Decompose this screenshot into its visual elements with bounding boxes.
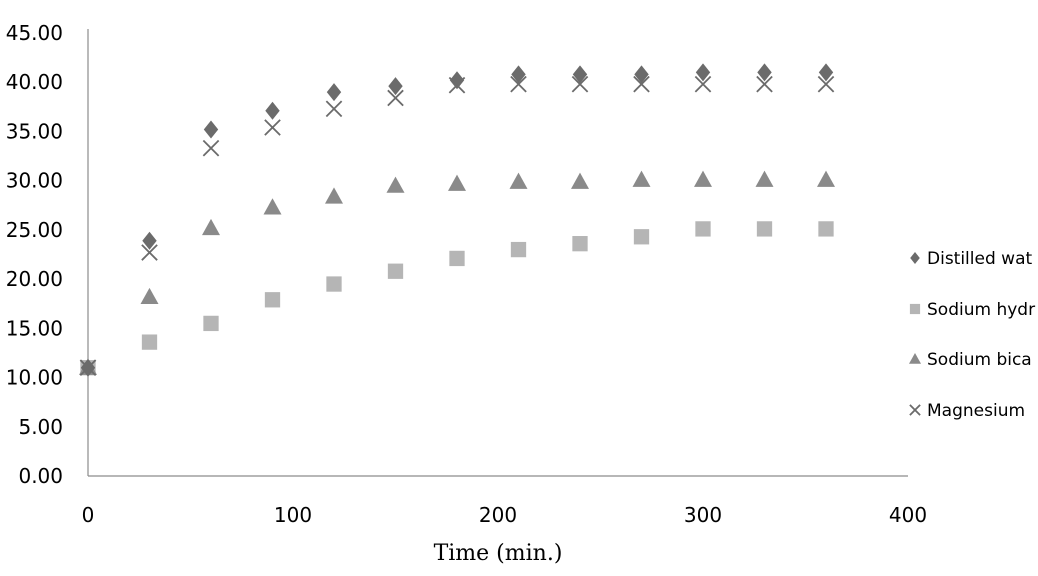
data-point-triangle	[263, 198, 282, 215]
y-tick-label: 5.00	[18, 415, 63, 439]
data-point-diamond	[326, 83, 342, 102]
data-point-diamond	[572, 65, 588, 84]
data-point-square	[264, 292, 281, 308]
data-point-triangle	[571, 172, 589, 189]
data-point-triangle	[817, 170, 835, 187]
x-tick-label: 200	[479, 503, 517, 527]
data-points	[79, 63, 835, 377]
data-point-diamond	[142, 231, 157, 250]
data-point-x	[510, 75, 527, 93]
y-tick-label: 25.00	[6, 218, 63, 242]
data-point-triangle	[509, 172, 528, 189]
data-point-square	[387, 263, 404, 279]
data-point-x	[633, 75, 650, 93]
x-tick-label: 0	[82, 503, 95, 527]
data-point-square	[510, 241, 527, 258]
data-point-x	[817, 75, 835, 93]
data-point-diamond	[634, 65, 649, 84]
legend-label: Distilled wat	[927, 249, 1032, 269]
legend-label: Magnesium	[927, 401, 1025, 421]
data-point-triangle	[694, 170, 712, 187]
data-point-triangle	[755, 170, 774, 187]
data-point-x	[202, 139, 220, 157]
data-point-square	[449, 250, 465, 267]
data-point-square	[141, 334, 158, 350]
data-point-triangle	[325, 187, 343, 204]
data-point-triangle	[202, 218, 220, 236]
data-point-x	[694, 75, 712, 93]
x-axis-title: Time (min.)	[434, 541, 563, 566]
data-point-square	[633, 229, 650, 245]
data-point-diamond	[80, 358, 96, 377]
y-tick-label: 20.00	[6, 267, 63, 291]
legend-marker-x	[909, 404, 921, 416]
y-tick-label: 30.00	[6, 169, 63, 193]
data-point-diamond	[818, 63, 834, 82]
x-axis-ticks: 0 100 200 300 400	[82, 503, 927, 527]
data-point-diamond	[203, 120, 219, 139]
data-point-triangle	[632, 170, 651, 187]
data-point-x	[264, 119, 281, 136]
y-tick-label: 0.00	[18, 464, 63, 488]
data-point-square	[695, 221, 711, 237]
legend-marker-triangle	[909, 353, 921, 364]
y-tick-label: 45.00	[6, 21, 63, 45]
data-point-diamond	[388, 77, 403, 96]
y-axis-ticks: 0.00 5.00 10.00 15.00 20.00 25.00 30.00 35.00 40…	[6, 21, 63, 488]
data-point-diamond	[511, 65, 526, 84]
data-point-x	[387, 89, 404, 107]
x-tick-label: 300	[684, 503, 722, 527]
data-point-x	[325, 100, 343, 118]
legend-marker-diamond	[910, 252, 920, 264]
data-point-diamond	[695, 63, 711, 82]
y-tick-label: 40.00	[6, 70, 63, 94]
data-point-x	[141, 244, 158, 261]
data-point-square	[203, 315, 219, 332]
data-point-diamond	[449, 71, 465, 90]
data-point-triangle	[140, 287, 159, 305]
data-point-triangle	[386, 176, 405, 193]
legend-label: Sodium bica	[927, 350, 1032, 370]
data-point-square	[818, 221, 834, 237]
data-point-diamond	[265, 101, 280, 120]
x-tick-label: 400	[889, 503, 927, 527]
data-point-x	[756, 75, 773, 93]
data-point-square	[326, 276, 342, 292]
data-point-diamond	[757, 63, 772, 82]
data-point-x	[571, 75, 589, 93]
y-tick-label: 35.00	[6, 119, 63, 143]
y-tick-label: 10.00	[6, 366, 63, 390]
legend-marker-square	[909, 303, 921, 315]
data-point-square	[572, 236, 588, 252]
y-tick-label: 15.00	[6, 316, 63, 340]
data-point-square	[756, 221, 773, 237]
legend: Distilled wat Sodium hydr Sodium bica Magne…	[909, 249, 1035, 421]
legend-label: Sodium hydr	[927, 300, 1035, 320]
data-point-triangle	[448, 174, 466, 191]
x-tick-label: 100	[274, 503, 312, 527]
